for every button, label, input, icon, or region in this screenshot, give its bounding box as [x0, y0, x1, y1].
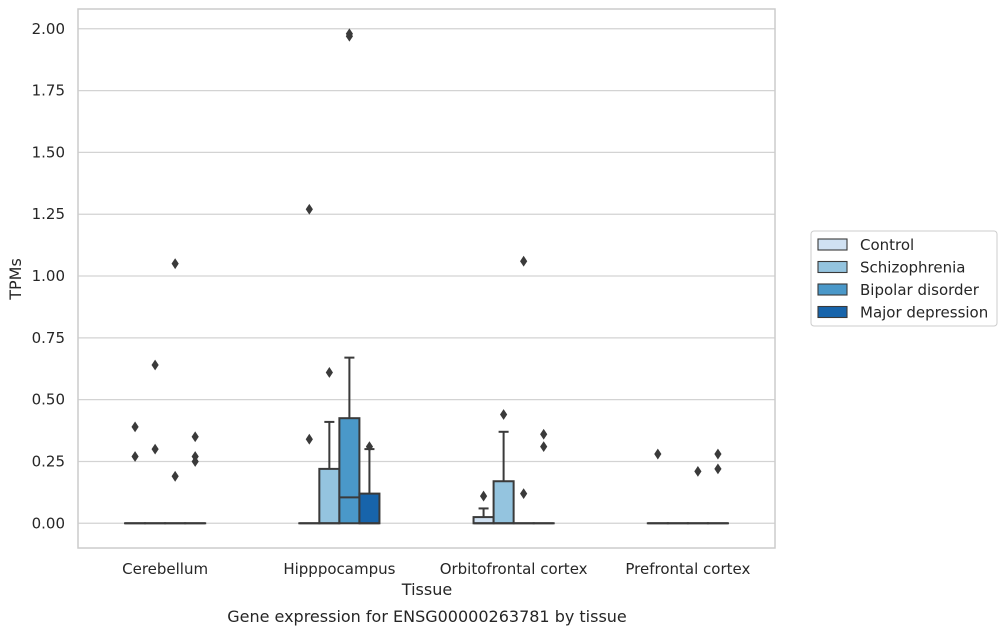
outlier-point	[131, 421, 139, 433]
outlier-point	[714, 463, 722, 475]
outlier-point	[520, 488, 528, 500]
legend-swatch	[817, 305, 848, 319]
outlier-point	[540, 441, 548, 453]
box-body	[492, 480, 515, 525]
box-body	[338, 417, 361, 525]
y-tick-label: 0.25	[32, 452, 65, 470]
outlier-point	[151, 359, 159, 371]
box-bipolar-disorder	[338, 28, 361, 525]
box-major-depression	[532, 428, 555, 525]
box-major-depression	[184, 431, 207, 525]
y-tick-label: 0.50	[32, 391, 65, 409]
box-body	[358, 492, 381, 525]
legend-swatch	[817, 260, 848, 274]
y-tick-label: 0.75	[32, 329, 65, 347]
box-bipolar-disorder	[686, 465, 709, 525]
y-axis-label: TPMs	[6, 258, 25, 301]
outlier-point	[131, 451, 139, 462]
outlier-point	[500, 409, 508, 420]
box-control	[472, 490, 495, 525]
outlier-point	[345, 28, 353, 40]
y-tick-label: 1.25	[32, 205, 65, 223]
box-body	[318, 467, 341, 525]
box-schizophrenia	[318, 367, 341, 525]
outlier-point	[171, 258, 179, 270]
x-tick-label: Cerebellum	[122, 560, 208, 578]
y-tick-label: 0.00	[32, 514, 65, 532]
legend-swatch	[817, 283, 848, 296]
outlier-point	[694, 465, 702, 477]
box-major-depression	[706, 448, 729, 525]
y-tick-label: 1.50	[32, 143, 65, 161]
legend-label: Schizophrenia	[860, 259, 965, 277]
box-bipolar-disorder	[164, 258, 187, 525]
box-schizophrenia	[492, 409, 515, 525]
outlier-point	[171, 470, 179, 482]
box-control	[124, 421, 147, 525]
legend-label: Major depression	[860, 304, 988, 322]
y-tick-label: 2.00	[32, 20, 65, 38]
legend: Control Schizophrenia Bipolar disorder Majo…	[810, 230, 998, 327]
legend-swatch	[817, 238, 848, 251]
x-tick-label: Orbitofrontal cortex	[440, 560, 588, 578]
plot-frame	[77, 8, 776, 549]
outlier-point	[654, 448, 662, 460]
x-tick-label: Hipppocampus	[283, 560, 395, 578]
grid-layer	[78, 28, 775, 524]
x-axis-label: Tissue	[401, 580, 452, 599]
outlier-point	[325, 367, 333, 378]
outlier-point	[191, 431, 199, 443]
outlier-point	[479, 490, 488, 502]
y-tick-labels: 0.00 0.25 0.50 0.75 1.00 1.25 1.50 1.75 2.00	[32, 20, 65, 532]
outlier-point	[151, 443, 159, 455]
outlier-point	[520, 255, 528, 267]
chart-caption: Gene expression for ENSG00000263781 by t…	[227, 607, 627, 626]
outlier-point	[305, 203, 313, 215]
legend-frame	[810, 230, 998, 327]
legend-label: Bipolar disorder	[860, 281, 980, 299]
outlier-point	[365, 441, 374, 453]
box-major-depression	[358, 441, 381, 525]
outlier-point	[305, 433, 313, 445]
outlier-point	[540, 428, 548, 440]
outlier-point	[714, 448, 722, 460]
box-control	[646, 448, 669, 525]
box-schizophrenia	[144, 359, 167, 525]
y-tick-label: 1.00	[32, 267, 65, 285]
outlier-point	[191, 451, 199, 462]
y-tick-label: 1.75	[32, 82, 65, 100]
x-tick-label: Prefrontal cortex	[625, 560, 750, 578]
box-bipolar-disorder	[512, 255, 535, 525]
box-layer	[124, 28, 729, 525]
x-tick-labels: Cerebellum Hipppocampus Orbitofrontal cort…	[122, 560, 750, 578]
legend-label: Control	[860, 236, 914, 254]
box-control	[298, 203, 321, 525]
